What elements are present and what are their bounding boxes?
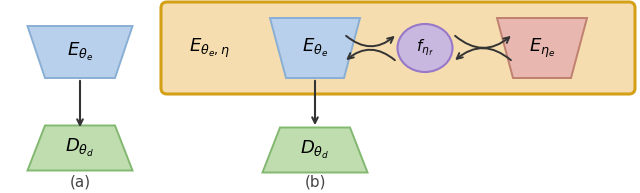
FancyBboxPatch shape — [161, 2, 635, 94]
Text: $E_{\theta_e}$: $E_{\theta_e}$ — [302, 37, 328, 59]
Polygon shape — [497, 18, 587, 78]
Ellipse shape — [397, 24, 452, 72]
Polygon shape — [262, 128, 367, 173]
Text: (a): (a) — [69, 174, 91, 190]
Polygon shape — [28, 125, 132, 170]
Polygon shape — [28, 26, 132, 78]
Text: (b): (b) — [304, 174, 326, 190]
Text: $E_{\theta_e}$: $E_{\theta_e}$ — [67, 41, 93, 63]
Text: $D_{\theta_d}$: $D_{\theta_d}$ — [65, 137, 95, 159]
Text: $f_{\eta_f}$: $f_{\eta_f}$ — [416, 38, 434, 58]
Text: $D_{\theta_d}$: $D_{\theta_d}$ — [300, 139, 330, 161]
Text: $E_{\theta_e,\eta}$: $E_{\theta_e,\eta}$ — [189, 36, 230, 60]
Polygon shape — [270, 18, 360, 78]
Text: $E_{\eta_e}$: $E_{\eta_e}$ — [529, 36, 556, 60]
